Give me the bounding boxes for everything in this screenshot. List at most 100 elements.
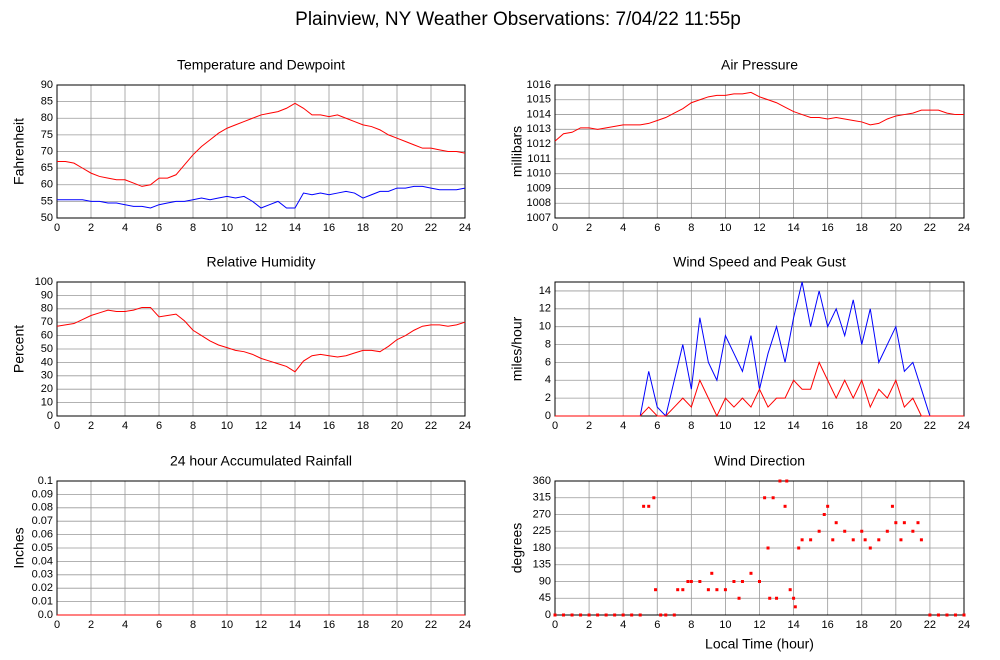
y-tick-label: 40 — [41, 356, 53, 368]
y-tick-label: 0.06 — [32, 529, 53, 541]
data-point — [587, 613, 591, 617]
data-point — [868, 546, 872, 550]
x-tick-label: 10 — [719, 619, 731, 631]
y-tick-label: 60 — [41, 179, 53, 191]
data-point — [621, 613, 625, 617]
y-tick-label: 1014 — [527, 108, 551, 120]
y-tick-label: 55 — [41, 195, 53, 207]
x-tick-label: 18 — [856, 420, 868, 432]
data-point — [800, 538, 804, 542]
data-point — [654, 588, 658, 592]
x-tick-label: 10 — [719, 222, 731, 234]
y-tick-label: 4 — [545, 374, 551, 386]
x-tick-label: 6 — [654, 420, 660, 432]
data-point — [826, 504, 830, 508]
x-tick-label: 0 — [552, 222, 558, 234]
y-tick-label: 1016 — [527, 79, 551, 91]
y-tick-label: 0.01 — [32, 596, 53, 608]
data-point — [638, 613, 642, 617]
y-tick-label: 1010 — [527, 168, 551, 180]
x-tick-label: 8 — [688, 420, 694, 432]
x-tick-label: 18 — [357, 420, 369, 432]
data-point — [817, 529, 821, 533]
y-tick-label: 45 — [539, 592, 551, 604]
y-tick-label: 30 — [41, 370, 53, 382]
y-tick-label: 80 — [41, 303, 53, 315]
y-tick-label: 0 — [545, 410, 551, 422]
data-point — [740, 580, 744, 583]
x-tick-label: 20 — [391, 420, 403, 432]
x-tick-label: 20 — [391, 619, 403, 631]
data-point — [706, 588, 710, 592]
x-tick-label: 24 — [958, 420, 970, 432]
x-tick-label: 16 — [822, 420, 834, 432]
data-point — [771, 496, 775, 500]
x-tick-label: 6 — [654, 619, 660, 631]
data-point — [783, 504, 787, 508]
chart-title: Air Pressure — [721, 57, 798, 73]
chart-title: Wind Speed and Peak Gust — [673, 254, 846, 270]
x-tick-label: 8 — [190, 619, 196, 631]
y-tick-label: 80 — [41, 112, 53, 124]
x-tick-label: 14 — [289, 222, 301, 234]
x-tick-label: 8 — [688, 222, 694, 234]
data-point — [613, 613, 617, 617]
y-tick-label: 70 — [41, 316, 53, 328]
y-tick-label: 75 — [41, 129, 53, 141]
x-tick-label: 4 — [620, 420, 626, 432]
x-tick-label: 12 — [753, 222, 765, 234]
y-tick-label: 6 — [545, 356, 551, 368]
x-tick-label: 22 — [924, 420, 936, 432]
chart-title: Wind Direction — [714, 453, 805, 469]
x-axis-label: Local Time (hour) — [705, 636, 814, 652]
x-tick-label: 22 — [425, 420, 437, 432]
data-point — [647, 504, 651, 508]
plot-frame — [554, 281, 965, 417]
y-tick-label: 100 — [35, 276, 53, 288]
data-point — [911, 529, 915, 533]
data-line — [57, 185, 466, 209]
x-tick-label: 0 — [552, 619, 558, 631]
x-tick-label: 4 — [122, 222, 128, 234]
x-tick-label: 22 — [924, 619, 936, 631]
data-line — [56, 306, 466, 373]
data-point — [899, 538, 903, 542]
x-tick-label: 14 — [289, 420, 301, 432]
data-point — [758, 580, 761, 583]
y-tick-label: 90 — [539, 575, 551, 587]
y-tick-label: 0.02 — [32, 582, 53, 594]
plot-frame — [56, 281, 466, 417]
chart-title: Relative Humidity — [207, 254, 316, 270]
x-tick-label: 12 — [255, 420, 267, 432]
x-tick-label: 0 — [54, 420, 60, 432]
x-tick-label: 20 — [890, 222, 902, 234]
x-tick-label: 14 — [787, 420, 799, 432]
x-tick-label: 2 — [586, 420, 592, 432]
data-point — [916, 521, 920, 525]
y-tick-label: 20 — [41, 383, 53, 395]
x-tick-label: 12 — [753, 420, 765, 432]
y-axis-label: Inches — [11, 527, 27, 568]
y-tick-label: 270 — [533, 508, 551, 520]
y-tick-label: 0.1 — [38, 475, 53, 487]
data-point — [919, 538, 923, 542]
x-tick-label: 16 — [822, 222, 834, 234]
x-tick-label: 10 — [719, 420, 731, 432]
x-tick-label: 4 — [620, 619, 626, 631]
y-tick-label: 0.09 — [32, 488, 53, 500]
y-tick-label: 70 — [41, 145, 53, 157]
y-tick-label: 90 — [41, 79, 53, 91]
x-tick-label: 8 — [190, 222, 196, 234]
y-tick-label: 180 — [533, 542, 551, 554]
figure-title: Plainview, NY Weather Observations: 7/04… — [295, 9, 741, 30]
data-point — [778, 479, 782, 483]
x-tick-label: 4 — [122, 619, 128, 631]
x-tick-label: 12 — [255, 222, 267, 234]
x-tick-label: 16 — [323, 222, 335, 234]
y-tick-label: 14 — [539, 285, 551, 297]
y-tick-label: 10 — [539, 321, 551, 333]
x-tick-label: 18 — [856, 619, 868, 631]
data-point — [604, 613, 608, 617]
